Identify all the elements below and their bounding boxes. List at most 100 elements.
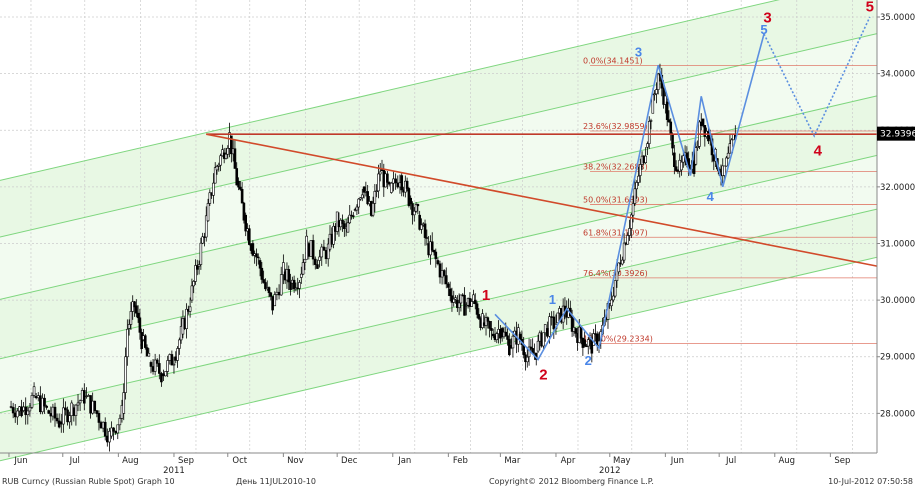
- candle-body: [147, 352, 151, 357]
- candle-body: [579, 326, 583, 339]
- candle-body: [85, 395, 88, 398]
- candle-body: [13, 412, 17, 418]
- channel-line: [0, 208, 878, 414]
- wave-label-red: 5: [866, 0, 874, 15]
- candle-body: [242, 202, 246, 221]
- candle-body: [114, 430, 117, 434]
- candle-body: [348, 214, 352, 224]
- candle-body: [190, 285, 194, 301]
- x-tick-label: Jan: [397, 456, 411, 466]
- candle-body: [425, 237, 429, 239]
- candle-body: [51, 406, 55, 417]
- y-tick-label: 34.0000: [880, 70, 915, 80]
- candle-body: [153, 359, 157, 372]
- candle-body: [307, 243, 311, 257]
- candle-body: [124, 356, 127, 393]
- candle-body: [552, 316, 556, 330]
- candle-body: [628, 228, 631, 236]
- candle-body: [244, 214, 248, 232]
- channel-line: [0, 256, 878, 462]
- x-year-label: 2012: [599, 466, 621, 476]
- candle-body: [647, 121, 651, 144]
- candle-body: [355, 206, 359, 211]
- x-year-label: 2011: [163, 466, 185, 476]
- candle-body: [226, 148, 230, 155]
- candle-body: [95, 410, 99, 414]
- channel-band: [0, 209, 877, 461]
- candle-body: [411, 203, 414, 216]
- candle-body: [665, 101, 669, 120]
- candle-body: [59, 421, 63, 425]
- candle-body: [313, 258, 317, 265]
- y-tick-label: 30.0000: [880, 296, 915, 306]
- candle-body: [454, 297, 457, 300]
- x-tick-label: Feb: [453, 456, 468, 466]
- candle-body: [282, 262, 285, 275]
- candle-body: [696, 146, 699, 148]
- candle-body: [375, 190, 378, 192]
- candle-body: [164, 371, 167, 377]
- y-tick-label: 35.0000: [880, 13, 915, 23]
- candle-body: [396, 182, 400, 188]
- candle-body: [101, 421, 105, 429]
- candle-body: [622, 242, 626, 261]
- candle-body: [542, 332, 545, 347]
- candle-body: [394, 178, 397, 184]
- candle-body: [57, 420, 61, 428]
- candle-body: [585, 345, 588, 348]
- candle-body: [486, 317, 490, 322]
- candle-body: [78, 400, 82, 404]
- candle-body: [621, 259, 624, 265]
- candle-body: [233, 148, 237, 169]
- candle-body: [256, 256, 260, 259]
- candle-body: [511, 335, 515, 349]
- candle-body: [240, 188, 244, 204]
- candle-body: [667, 119, 671, 123]
- candle-body: [172, 363, 176, 366]
- candle-body: [201, 236, 204, 244]
- candle-body: [444, 275, 448, 285]
- candle-body: [440, 270, 444, 278]
- candle-body: [448, 288, 452, 297]
- x-tick-label: Jul: [725, 456, 736, 466]
- candle-body: [237, 180, 240, 188]
- candle-body: [543, 324, 547, 334]
- channel-band: [0, 33, 877, 300]
- candle-body: [637, 175, 640, 183]
- candle-body: [457, 302, 461, 309]
- candle-body: [656, 73, 660, 90]
- candle-body: [197, 264, 201, 267]
- channel-line: [0, 0, 780, 181]
- fib-label: 50.0%(31.6893): [583, 195, 648, 204]
- x-tick-label: Dec: [341, 456, 358, 466]
- footer-timestamp: 10-Jul-2012 07:50:58: [828, 477, 913, 486]
- candle-body: [452, 298, 456, 303]
- channel-lines: [0, 0, 878, 462]
- footer-copyright: Copyright© 2012 Bloomberg Finance L.P.: [489, 477, 654, 486]
- candle-body: [612, 295, 615, 301]
- candle-body: [405, 180, 409, 189]
- candle-body: [18, 406, 21, 412]
- candle-body: [20, 406, 23, 417]
- wave-label-blue: 4: [707, 189, 715, 204]
- candle-body: [97, 413, 101, 423]
- x-axis: Jun Jul Aug Sep Oct Nov Dec Jan Feb Mar Apr May Jun J…: [0, 452, 877, 476]
- x-tick-label: Mar: [504, 456, 521, 466]
- candle-body: [346, 222, 350, 233]
- last-price-label: 32.9396: [880, 130, 915, 140]
- candle-body: [392, 178, 395, 184]
- candle-body: [82, 390, 86, 404]
- candle-body: [301, 262, 305, 275]
- last-price-marker: 32.9396: [877, 126, 915, 141]
- candle-body: [390, 182, 393, 193]
- candle-body: [155, 359, 159, 364]
- channel-line: [0, 33, 878, 238]
- candle-body: [352, 215, 355, 217]
- candle-body: [122, 392, 126, 414]
- candle-body: [726, 152, 730, 159]
- x-tick-label: Aug: [778, 456, 795, 466]
- candle-body: [504, 331, 508, 337]
- candle-body: [324, 250, 328, 260]
- candle-body: [470, 301, 473, 307]
